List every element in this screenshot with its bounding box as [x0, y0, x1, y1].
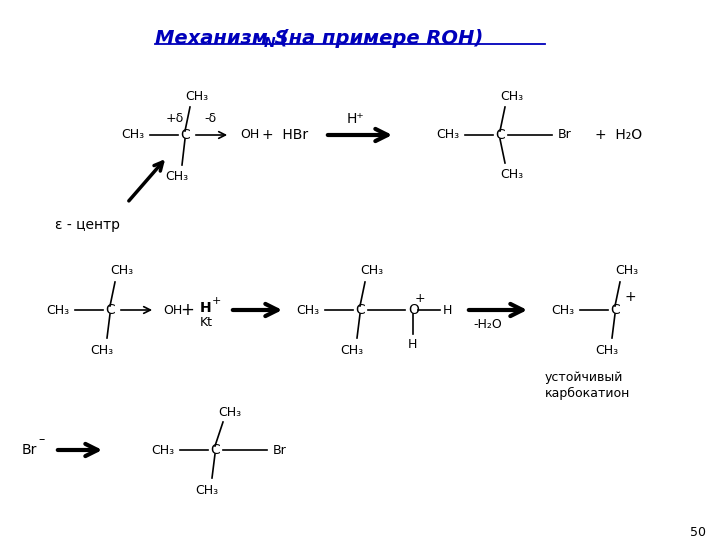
Text: OH: OH	[163, 303, 182, 316]
Text: H: H	[408, 338, 417, 350]
Text: устойчивый: устойчивый	[545, 372, 624, 384]
Text: 50: 50	[690, 525, 706, 538]
Text: C: C	[105, 303, 115, 317]
Text: CH₃: CH₃	[616, 264, 639, 276]
Text: –: –	[38, 434, 44, 447]
Text: H⁺: H⁺	[346, 112, 364, 126]
Text: O: O	[408, 303, 419, 317]
Text: C: C	[355, 303, 365, 317]
Text: Br: Br	[22, 443, 37, 457]
Text: CH₃: CH₃	[595, 343, 618, 356]
Text: Механизм S: Механизм S	[155, 29, 289, 48]
Text: CH₃: CH₃	[166, 171, 189, 184]
Text: CH₃: CH₃	[341, 343, 364, 356]
Text: ε - центр: ε - центр	[55, 218, 120, 232]
Text: +: +	[415, 292, 426, 305]
Text: Br: Br	[273, 443, 287, 456]
Text: CH₃: CH₃	[91, 343, 114, 356]
Text: CH₃: CH₃	[218, 406, 242, 419]
Text: +δ: +δ	[166, 112, 184, 125]
Text: OH: OH	[240, 129, 259, 141]
Text: CH₃: CH₃	[186, 91, 209, 104]
Text: H: H	[200, 301, 212, 315]
Text: Br: Br	[558, 129, 572, 141]
Text: CH₃: CH₃	[46, 303, 70, 316]
Text: CH₃: CH₃	[361, 264, 384, 276]
Text: +  H₂O: + H₂O	[595, 128, 642, 142]
Text: (на примере ROH): (на примере ROH)	[273, 29, 483, 48]
Text: +: +	[624, 290, 636, 304]
Text: карбокатион: карбокатион	[545, 387, 631, 400]
Text: CH₃: CH₃	[151, 443, 174, 456]
Text: N: N	[264, 36, 276, 50]
Text: CH₃: CH₃	[500, 91, 523, 104]
Text: C: C	[495, 128, 505, 142]
Text: CH₃: CH₃	[122, 129, 145, 141]
Text: H: H	[443, 303, 452, 316]
Text: -H₂O: -H₂O	[474, 318, 503, 330]
Text: C: C	[180, 128, 190, 142]
Text: CH₃: CH₃	[500, 168, 523, 181]
Text: +: +	[180, 301, 194, 319]
Text: +: +	[212, 296, 221, 306]
Text: CH₃: CH₃	[195, 483, 219, 496]
Text: CH₃: CH₃	[297, 303, 320, 316]
Text: C: C	[610, 303, 620, 317]
Text: +  HBr: + HBr	[262, 128, 308, 142]
Text: C: C	[210, 443, 220, 457]
Text: Kt: Kt	[200, 316, 213, 329]
Text: -δ: -δ	[204, 112, 216, 125]
Text: CH₃: CH₃	[552, 303, 575, 316]
Text: CH₃: CH₃	[436, 129, 459, 141]
Text: CH₃: CH₃	[110, 264, 134, 276]
